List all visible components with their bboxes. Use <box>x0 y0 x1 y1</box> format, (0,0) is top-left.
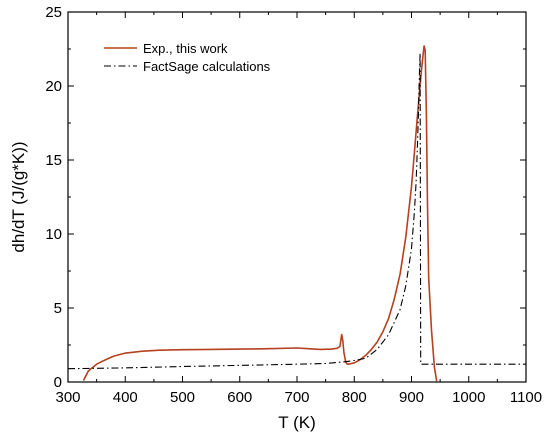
x-tick-label: 800 <box>342 389 367 406</box>
series-line-exp <box>82 45 438 382</box>
x-tick-label: 700 <box>284 389 309 406</box>
series-layer <box>67 45 526 382</box>
y-axis-title: dh/dT (J/(g*K)) <box>9 141 28 252</box>
plot-frame <box>67 11 527 383</box>
x-axis-title: T (K) <box>278 413 315 432</box>
series-line-factsage <box>67 52 526 370</box>
y-tick-label: 15 <box>45 152 62 169</box>
y-tick-label: 0 <box>54 374 62 391</box>
x-tick-label: 1000 <box>452 389 485 406</box>
legend-label-factsage: FactSage calculations <box>143 59 271 74</box>
axis-ticks: 300 400 500 600 700 800 900 1000 1100 0 5 10 15 20 25 <box>45 4 542 406</box>
legend: Exp., this work FactSage calculations <box>104 41 271 74</box>
legend-label-exp: Exp., this work <box>143 41 228 56</box>
y-tick-label: 10 <box>45 226 62 243</box>
x-tick-label: 600 <box>227 389 252 406</box>
x-tick-label: 900 <box>399 389 424 406</box>
x-tick-label: 400 <box>113 389 138 406</box>
x-tick-label: 300 <box>55 389 80 406</box>
y-tick-label: 20 <box>45 78 62 95</box>
y-tick-label: 5 <box>54 300 62 317</box>
x-tick-label: 500 <box>170 389 195 406</box>
x-tick-label: 1100 <box>510 389 542 406</box>
y-tick-label: 25 <box>45 4 62 21</box>
